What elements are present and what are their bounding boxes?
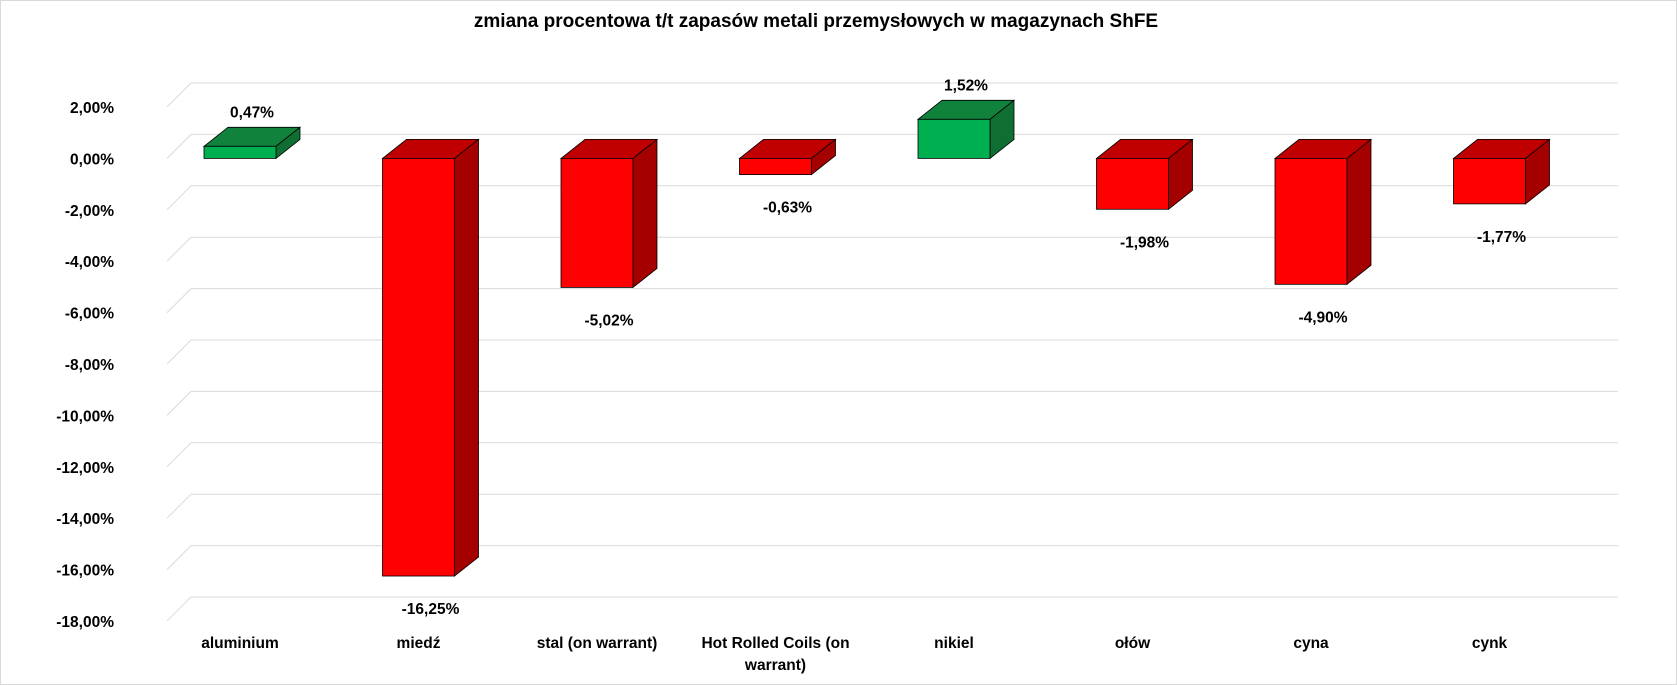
gridline-side	[166, 442, 192, 468]
data-label: -1,77%	[1477, 229, 1526, 246]
y-tick-label: -8,00%	[65, 357, 114, 374]
bar-side-face	[454, 138, 479, 577]
bar-5	[1095, 138, 1194, 211]
gridline-side	[166, 82, 192, 108]
bar-front-face	[917, 118, 991, 159]
bar-front-face	[1453, 157, 1526, 205]
y-tick-label: -6,00%	[65, 306, 114, 323]
category-label: ołów	[1115, 635, 1151, 652]
gridline-side	[166, 236, 192, 262]
y-tick-label: -2,00%	[65, 203, 114, 220]
category-label: cyna	[1293, 635, 1329, 652]
y-tick-label: 0,00%	[70, 151, 114, 168]
bar-side-face	[632, 138, 658, 289]
y-tick-label: -14,00%	[56, 511, 114, 528]
category-label: stal (on warrant)	[537, 635, 658, 652]
data-label: -4,90%	[1298, 309, 1347, 326]
bar-1	[381, 138, 480, 577]
data-label: -16,25%	[402, 601, 460, 618]
data-label: 0,47%	[230, 104, 274, 121]
gridline-side	[166, 545, 192, 570]
bar-front-face	[739, 157, 812, 175]
gridline-side	[166, 134, 192, 159]
gridline-side	[166, 391, 192, 416]
bar-6	[1273, 138, 1373, 286]
category-label: Hot Rolled Coils (on warrant)	[701, 635, 849, 674]
bar-side-face	[1346, 138, 1372, 286]
y-axis-ticks: 2,00% 0,00% -2,00% -4,00% -6,00% -8,00% -10,00…	[56, 100, 114, 631]
y-tick-label: -18,00%	[56, 614, 114, 631]
bars	[202, 99, 1551, 577]
bar-front-face	[382, 157, 455, 577]
chart-title: zmiana procentowa t/t zapasów metali prz…	[474, 11, 1158, 32]
category-label: nikiel	[934, 635, 974, 652]
y-tick-label: -10,00%	[56, 408, 114, 425]
data-label: -0,63%	[763, 200, 812, 217]
category-label: aluminium	[201, 635, 279, 652]
category-label: miedź	[397, 635, 441, 652]
bar-0	[202, 126, 302, 160]
bar-front-face	[1274, 157, 1348, 285]
data-label: 1,52%	[944, 77, 988, 94]
bar-front-face	[1096, 157, 1169, 210]
data-label: -1,98%	[1120, 234, 1169, 251]
gridline-side	[166, 185, 192, 211]
y-tick-label: 2,00%	[70, 100, 114, 117]
x-axis-categories: aluminium miedź stal (on warrant) Hot Rolle…	[201, 635, 1507, 674]
y-tick-label: -4,00%	[65, 254, 114, 271]
gridline-side	[166, 288, 192, 313]
bar-front-face	[560, 157, 634, 288]
data-labels: 0,47% -16,25% -5,02% -0,63% 1,52% -1,98% -4,90…	[230, 77, 1526, 618]
data-label: -5,02%	[584, 312, 633, 329]
y-tick-label: -12,00%	[56, 460, 114, 477]
category-label: cynk	[1472, 635, 1508, 652]
gridline-side	[166, 339, 192, 365]
bar-4	[916, 99, 1016, 160]
gridline-side	[166, 596, 192, 622]
bar-7	[1452, 138, 1551, 205]
bar-front-face	[203, 145, 277, 159]
gridline-side	[166, 493, 192, 519]
bar-2	[559, 138, 659, 289]
bar-3	[738, 138, 837, 176]
y-tick-label: -16,00%	[56, 563, 114, 580]
